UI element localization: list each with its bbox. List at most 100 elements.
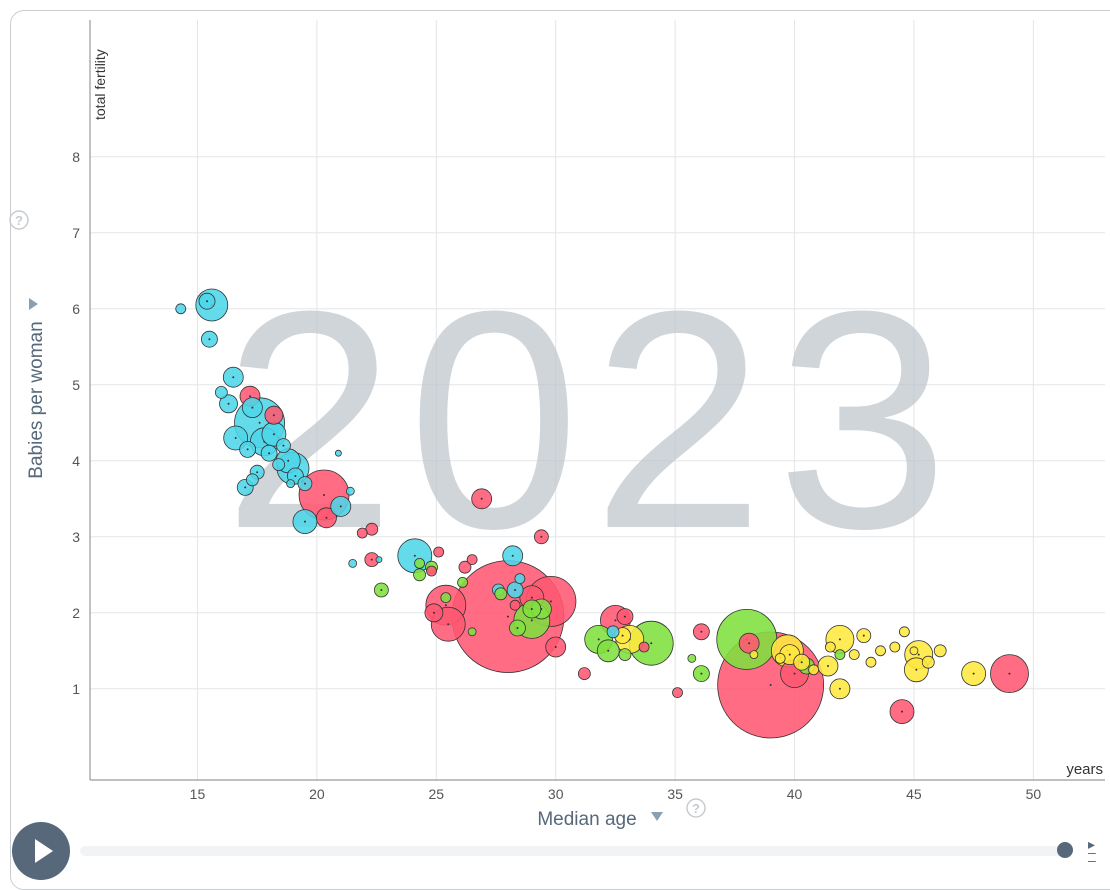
speed-settings-icon[interactable]: ▸ – – [1088,836,1096,868]
bubble-center-dot [917,653,920,656]
country-bubble[interactable] [898,626,910,638]
country-bubble[interactable] [889,641,901,653]
country-bubble[interactable] [414,558,425,569]
country-bubble[interactable] [334,449,342,457]
bubble-center-dot [480,497,483,500]
country-bubble[interactable] [834,649,846,660]
country-bubble[interactable] [687,654,697,663]
bubble-center-dot [540,535,543,538]
country-bubble[interactable] [466,554,478,565]
country-bubble[interactable] [824,641,836,653]
y-axis-title-group[interactable]: Babies per woman [26,298,47,479]
country-bubble[interactable] [618,648,632,661]
country-bubble[interactable] [921,655,935,669]
bubble-center-dot [614,619,617,622]
bubble-center-dot [621,634,624,637]
country-bubble[interactable] [875,645,886,657]
bubble-center-dot [838,638,841,641]
country-bubble[interactable] [286,479,296,489]
country-bubble[interactable] [514,573,526,584]
svg-text:?: ? [692,801,700,816]
x-tick-label: 15 [190,786,206,802]
country-bubble[interactable] [272,458,286,472]
country-bubble[interactable] [865,656,877,668]
bubble-center-dot [380,589,383,591]
play-button[interactable] [12,822,70,880]
country-bubble[interactable] [749,650,759,659]
bubble-center-dot [303,482,306,485]
timeline-slider-handle[interactable] [1057,842,1073,858]
country-bubble[interactable] [577,667,591,680]
x-tick-label: 50 [1026,786,1042,802]
country-bubble[interactable] [413,568,426,582]
bubble-center-dot [232,376,235,379]
x-axis-title-group[interactable]: Median age [537,809,663,830]
bubble-center-dot [769,684,772,686]
y-axis-dropdown-icon[interactable] [29,298,38,310]
bubble-center-dot [444,604,447,607]
country-bubble[interactable] [433,546,445,558]
y-unit-label: total fertility [92,49,108,120]
country-bubble[interactable] [933,644,947,658]
y-tick-label: 7 [72,225,80,241]
country-bubble[interactable] [440,592,452,603]
country-bubble[interactable] [467,627,477,637]
country-bubble[interactable] [348,559,358,568]
timeline-slider-track[interactable] [80,846,1070,856]
y-tick-label: 5 [72,377,80,393]
bubble-center-dot [1008,672,1011,675]
bubble-center-dot [206,300,209,303]
bubble-center-dot [530,608,533,610]
country-bubble[interactable] [458,560,472,574]
gridlines [90,20,1105,780]
x-tick-label: 25 [429,786,445,802]
country-bubble[interactable] [494,587,508,601]
country-bubble[interactable] [356,527,368,539]
x-axis-title[interactable]: Median age [537,809,636,830]
country-bubble[interactable] [426,565,437,577]
bubble-center-dot [862,634,865,637]
bubble-center-dot [256,471,259,474]
country-bubble[interactable] [214,385,228,399]
country-bubble[interactable] [909,646,919,656]
svg-text:?: ? [15,213,23,228]
country-bubble[interactable] [774,653,786,664]
y-help-icon[interactable]: ? [9,210,29,230]
country-bubble[interactable] [245,473,259,487]
bubble-center-dot [607,649,610,652]
country-bubble[interactable] [848,649,860,660]
country-bubble[interactable] [509,599,521,611]
x-help-icon[interactable]: ? [686,798,706,818]
x-tick-labels: 15 20 25 30 35 40 45 50 [190,786,1042,802]
country-bubble[interactable] [808,664,820,676]
bubble-center-dot [800,661,803,664]
bubble-center-dot [915,668,918,671]
bubble-center-dot [227,402,230,405]
country-bubble[interactable] [638,641,650,653]
x-tick-label: 35 [667,786,683,802]
bubble-center-dot [303,520,306,523]
x-unit-label: years [1066,761,1103,778]
bubble-center-dot [323,494,326,496]
bubble-center-dot [282,444,285,447]
x-tick-label: 45 [906,786,922,802]
country-bubble[interactable] [375,556,383,563]
x-axis-dropdown-icon[interactable] [651,812,663,821]
bubble-center-dot [788,653,791,656]
bubble-center-dot [511,554,514,557]
play-icon [35,839,53,863]
x-tick-label: 20 [309,786,325,802]
axes [89,20,1105,781]
country-bubble[interactable] [606,625,620,639]
bubble-center-dot [597,638,600,641]
bubble-center-dot [700,672,703,675]
y-axis-title[interactable]: Babies per woman [26,321,47,478]
bubble-center-dot [549,600,552,603]
country-bubble[interactable] [345,486,355,496]
y-tick-label: 4 [72,453,80,469]
country-bubble[interactable] [672,687,683,698]
country-bubble[interactable] [175,303,187,315]
country-bubble[interactable] [457,577,468,588]
bubble-center-dot [901,710,903,713]
bubble-center-dot [826,665,829,667]
